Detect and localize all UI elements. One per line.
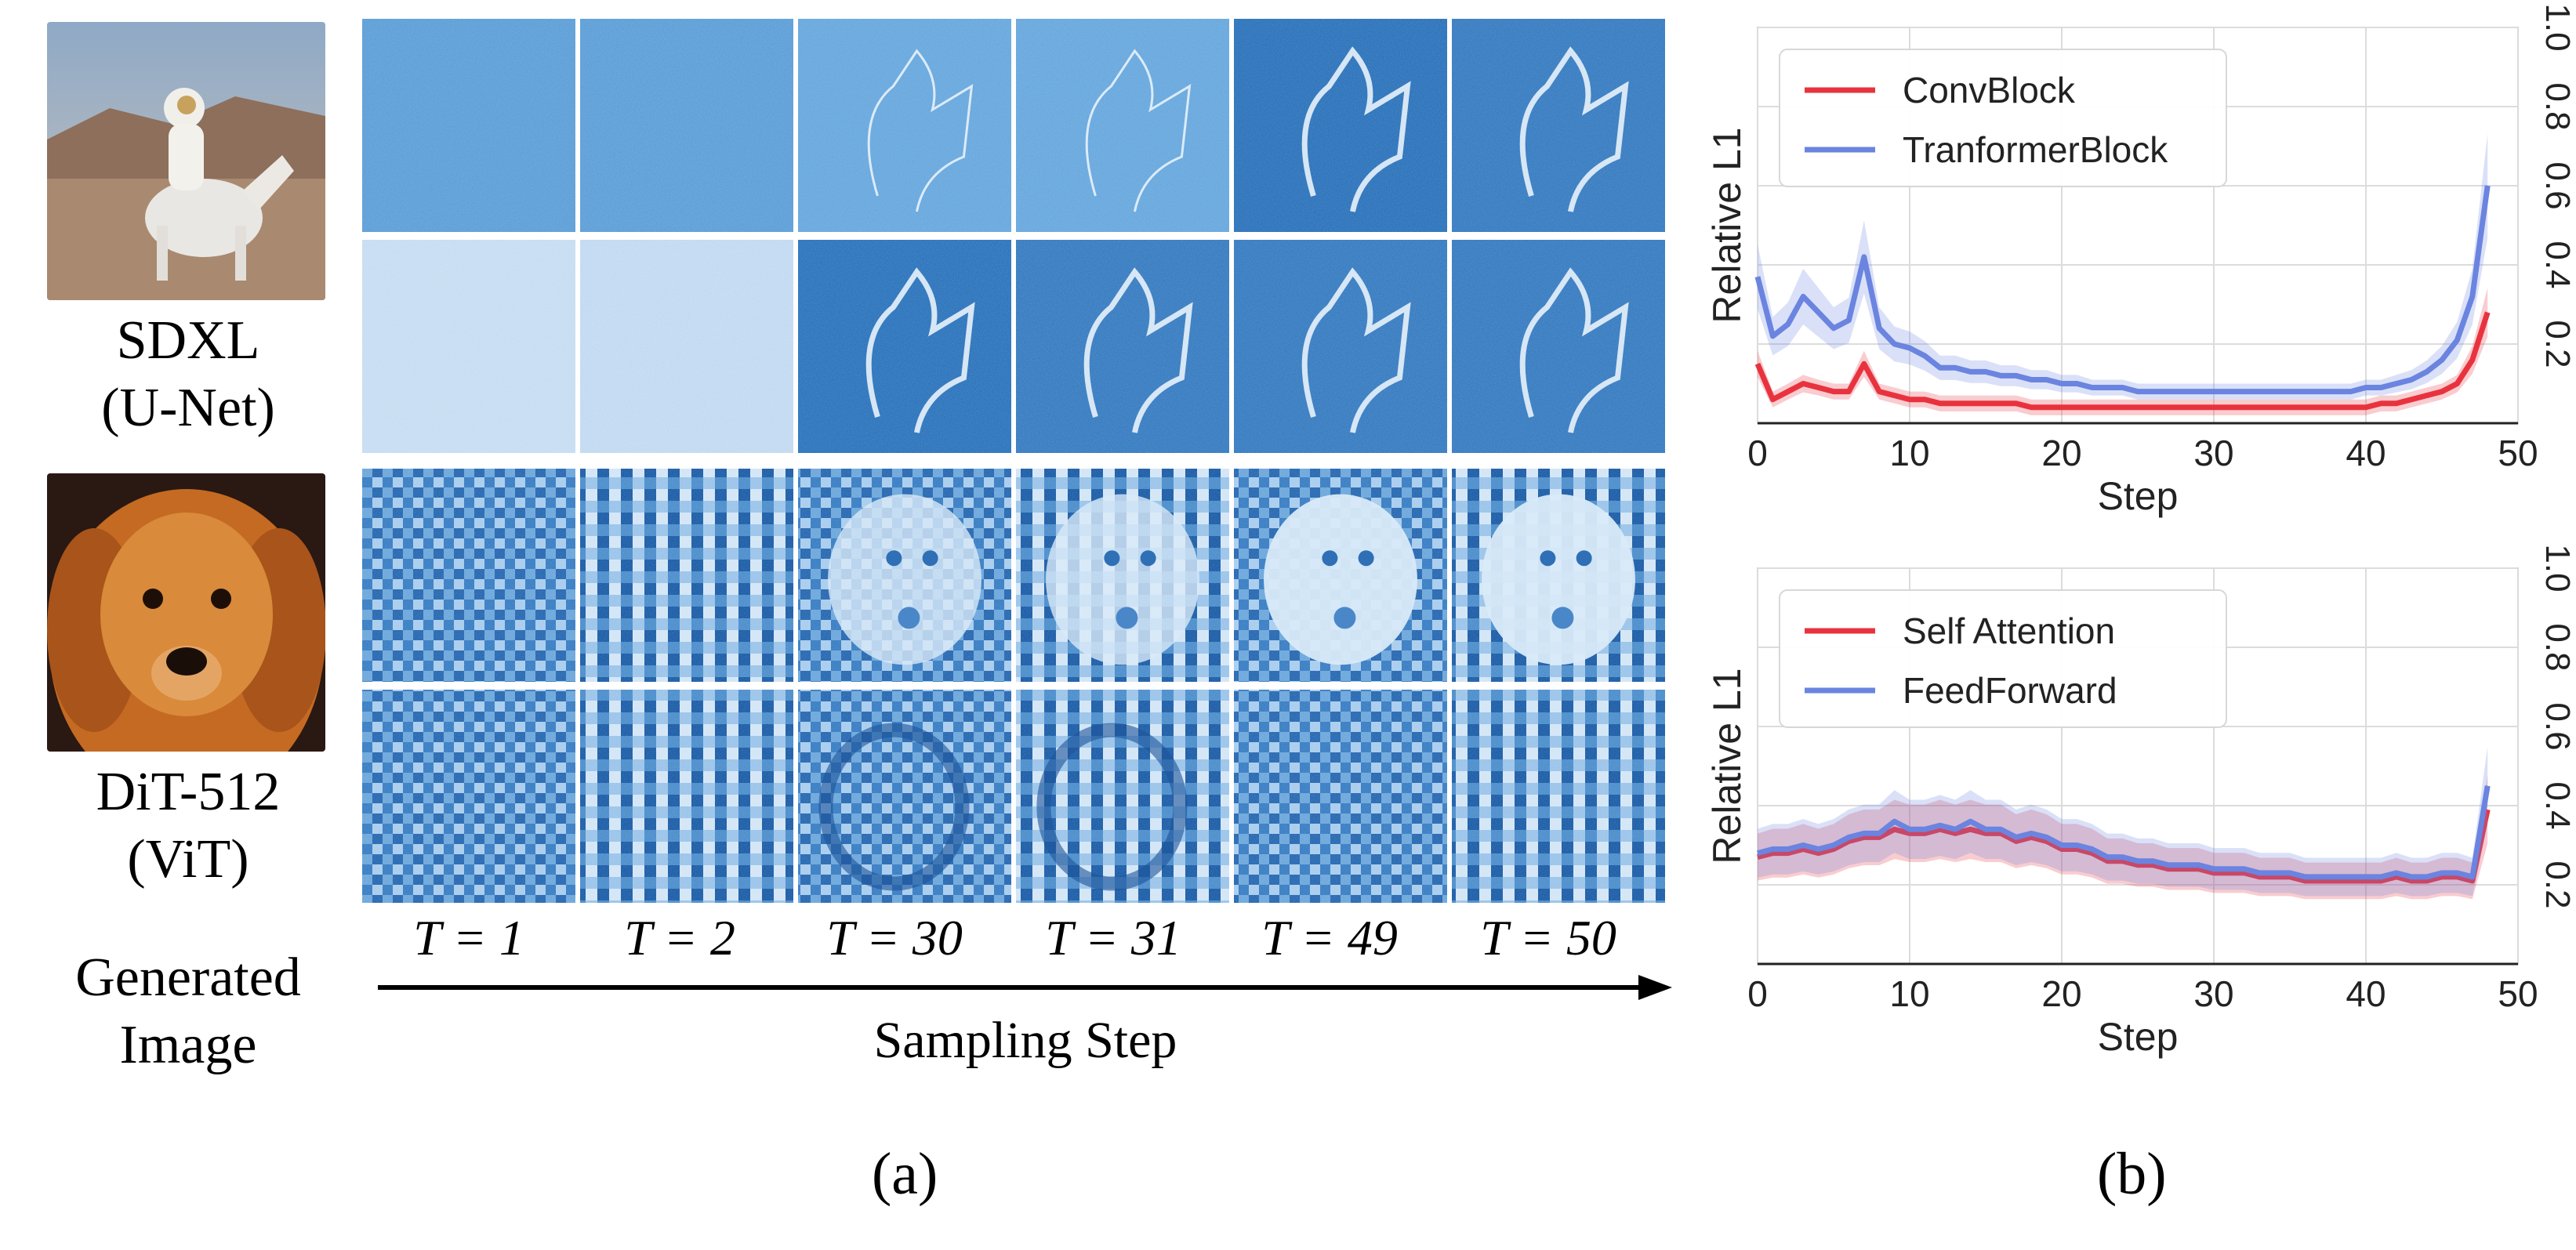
- chart2-xlabel: Step: [2098, 1015, 2179, 1059]
- chart1-ytick-0: 0.2: [2538, 320, 2576, 368]
- heatmap-cell-r1-c1: [362, 19, 575, 232]
- heatmap-cell-r4-c4: [1016, 690, 1229, 903]
- chart1-ytick-1: 0.4: [2538, 241, 2576, 288]
- heatmap-cell-r1-c6: [1452, 19, 1665, 232]
- chart2-ytick-3: 0.8: [2538, 623, 2576, 671]
- sdxl-model-arch: (U-Net): [101, 378, 275, 438]
- heatmap-cell-r3-c3: [798, 469, 1011, 682]
- dit-model-arch: (ViT): [127, 829, 249, 889]
- chart1-xtick-2: 20: [2041, 433, 2081, 473]
- chart1-band-0: [1758, 288, 2488, 415]
- chart-attention-l1: 0 10 20 30 40 50 0.2 0.4 0.6 0.8 1.0 Step Relative L…: [1705, 544, 2576, 1059]
- panel-b-caption: (b): [2097, 1141, 2167, 1207]
- chart1-ylabel: Relative L1: [1705, 127, 1749, 323]
- generated-image-label-line1: Generated: [75, 947, 301, 1008]
- heatmap-cell-r1-c4: [1016, 19, 1229, 232]
- chart2-legend-label-0: Self Attention: [1903, 611, 2115, 651]
- chart2-ytick-1: 0.4: [2538, 781, 2576, 829]
- heatmap-cell-r1-c2: [580, 19, 793, 232]
- chart1-series-line-0: [1754, 311, 2491, 411]
- chart2-legend-label-1: FeedForward: [1903, 670, 2117, 711]
- sdxl-generated-image: [47, 22, 325, 300]
- panel-a-caption: (a): [872, 1141, 938, 1207]
- chart1-legend-label-0: ConvBlock: [1903, 70, 2076, 111]
- chart2-xtick-0: 0: [1747, 973, 1768, 1014]
- chart1-ytick-4: 1.0: [2538, 3, 2576, 51]
- sampling-step-arrow: [378, 975, 1672, 1000]
- chart1-xtick-0: 0: [1747, 433, 1768, 473]
- chart1-xtick-4: 40: [2346, 433, 2386, 473]
- heatmap-cell-r2-c4: [1016, 240, 1229, 453]
- generated-image-label-line2: Image: [119, 1015, 257, 1075]
- heatmap-cell-r4-c2: [580, 690, 793, 903]
- heatmap-cell-r4-c6: [1452, 690, 1665, 903]
- step-label-49: T = 49: [1261, 910, 1398, 966]
- heatmap-cell-r3-c2: [580, 469, 793, 682]
- chart1-legend: ConvBlock TranformerBlock: [1779, 49, 2227, 187]
- heatmap-cell-r1-c5: [1234, 19, 1447, 232]
- heatmap-cell-r3-c1: [362, 469, 575, 682]
- chart2-ytick-2: 0.6: [2538, 702, 2576, 750]
- chart-block-l1: 0 10 20 30 40 50 0.2 0.4 0.6 0.8 1.0 Step Relative L…: [1705, 3, 2576, 518]
- sampling-step-label: Sampling Step: [873, 1012, 1177, 1069]
- feature-difference-heatmaps: [362, 19, 1665, 903]
- step-label-1: T = 1: [413, 910, 524, 966]
- step-label-30: T = 30: [826, 910, 963, 966]
- heatmap-cell-r2-c5: [1234, 240, 1447, 453]
- chart2-ytick-4: 1.0: [2538, 544, 2576, 592]
- chart1-band-1: [1758, 133, 2488, 400]
- heatmap-cell-r4-c1: [362, 690, 575, 903]
- heatmap-cell-r2-c2: [580, 240, 793, 453]
- chart2-series-line-1: [1757, 785, 2491, 880]
- chart1-ytick-3: 0.8: [2538, 82, 2576, 130]
- chart2-ytick-0: 0.2: [2538, 861, 2576, 908]
- chart2-xtick-1: 10: [1889, 973, 1929, 1014]
- chart1-series-line-1: [1754, 185, 2491, 395]
- chart2-xtick-5: 50: [2498, 973, 2538, 1014]
- heatmap-cell-r3-c5: [1234, 469, 1447, 682]
- sdxl-model-name: SDXL: [116, 310, 260, 371]
- chart1-xtick-1: 10: [1889, 433, 1929, 473]
- dit-generated-image: [47, 473, 325, 752]
- chart2-xtick-4: 40: [2346, 973, 2386, 1014]
- chart1-xtick-3: 30: [2193, 433, 2233, 473]
- step-label-50: T = 50: [1480, 910, 1616, 966]
- chart2-legend: Self Attention FeedForward: [1779, 589, 2227, 728]
- chart2-series-line-0: [1757, 809, 2491, 884]
- chart2-ylabel: Relative L1: [1705, 668, 1749, 864]
- heatmap-cell-r3-c6: [1452, 469, 1665, 682]
- heatmap-cell-r2-c1: [362, 240, 575, 453]
- heatmap-cell-r2-c3: [798, 240, 1011, 453]
- chart1-xtick-5: 50: [2498, 433, 2538, 473]
- chart1-xlabel: Step: [2098, 474, 2179, 518]
- chart1-legend-label-1: TranformerBlock: [1903, 129, 2168, 170]
- chart2-band-0: [1758, 775, 2488, 900]
- heatmap-cell-r4-c3: [798, 690, 1011, 903]
- heatmap-cell-r3-c4: [1016, 469, 1229, 682]
- heatmap-cell-r2-c6: [1452, 240, 1665, 453]
- chart2-xtick-3: 30: [2193, 973, 2233, 1014]
- dit-model-name: DiT-512: [96, 762, 281, 822]
- chart2-band-1: [1758, 746, 2488, 897]
- heatmap-cell-r1-c3: [798, 19, 1011, 232]
- step-label-31: T = 31: [1045, 910, 1181, 966]
- step-label-2: T = 2: [624, 910, 735, 966]
- chart1-ytick-2: 0.6: [2538, 161, 2576, 209]
- heatmap-cell-r4-c5: [1234, 690, 1447, 903]
- chart2-xtick-2: 20: [2041, 973, 2081, 1014]
